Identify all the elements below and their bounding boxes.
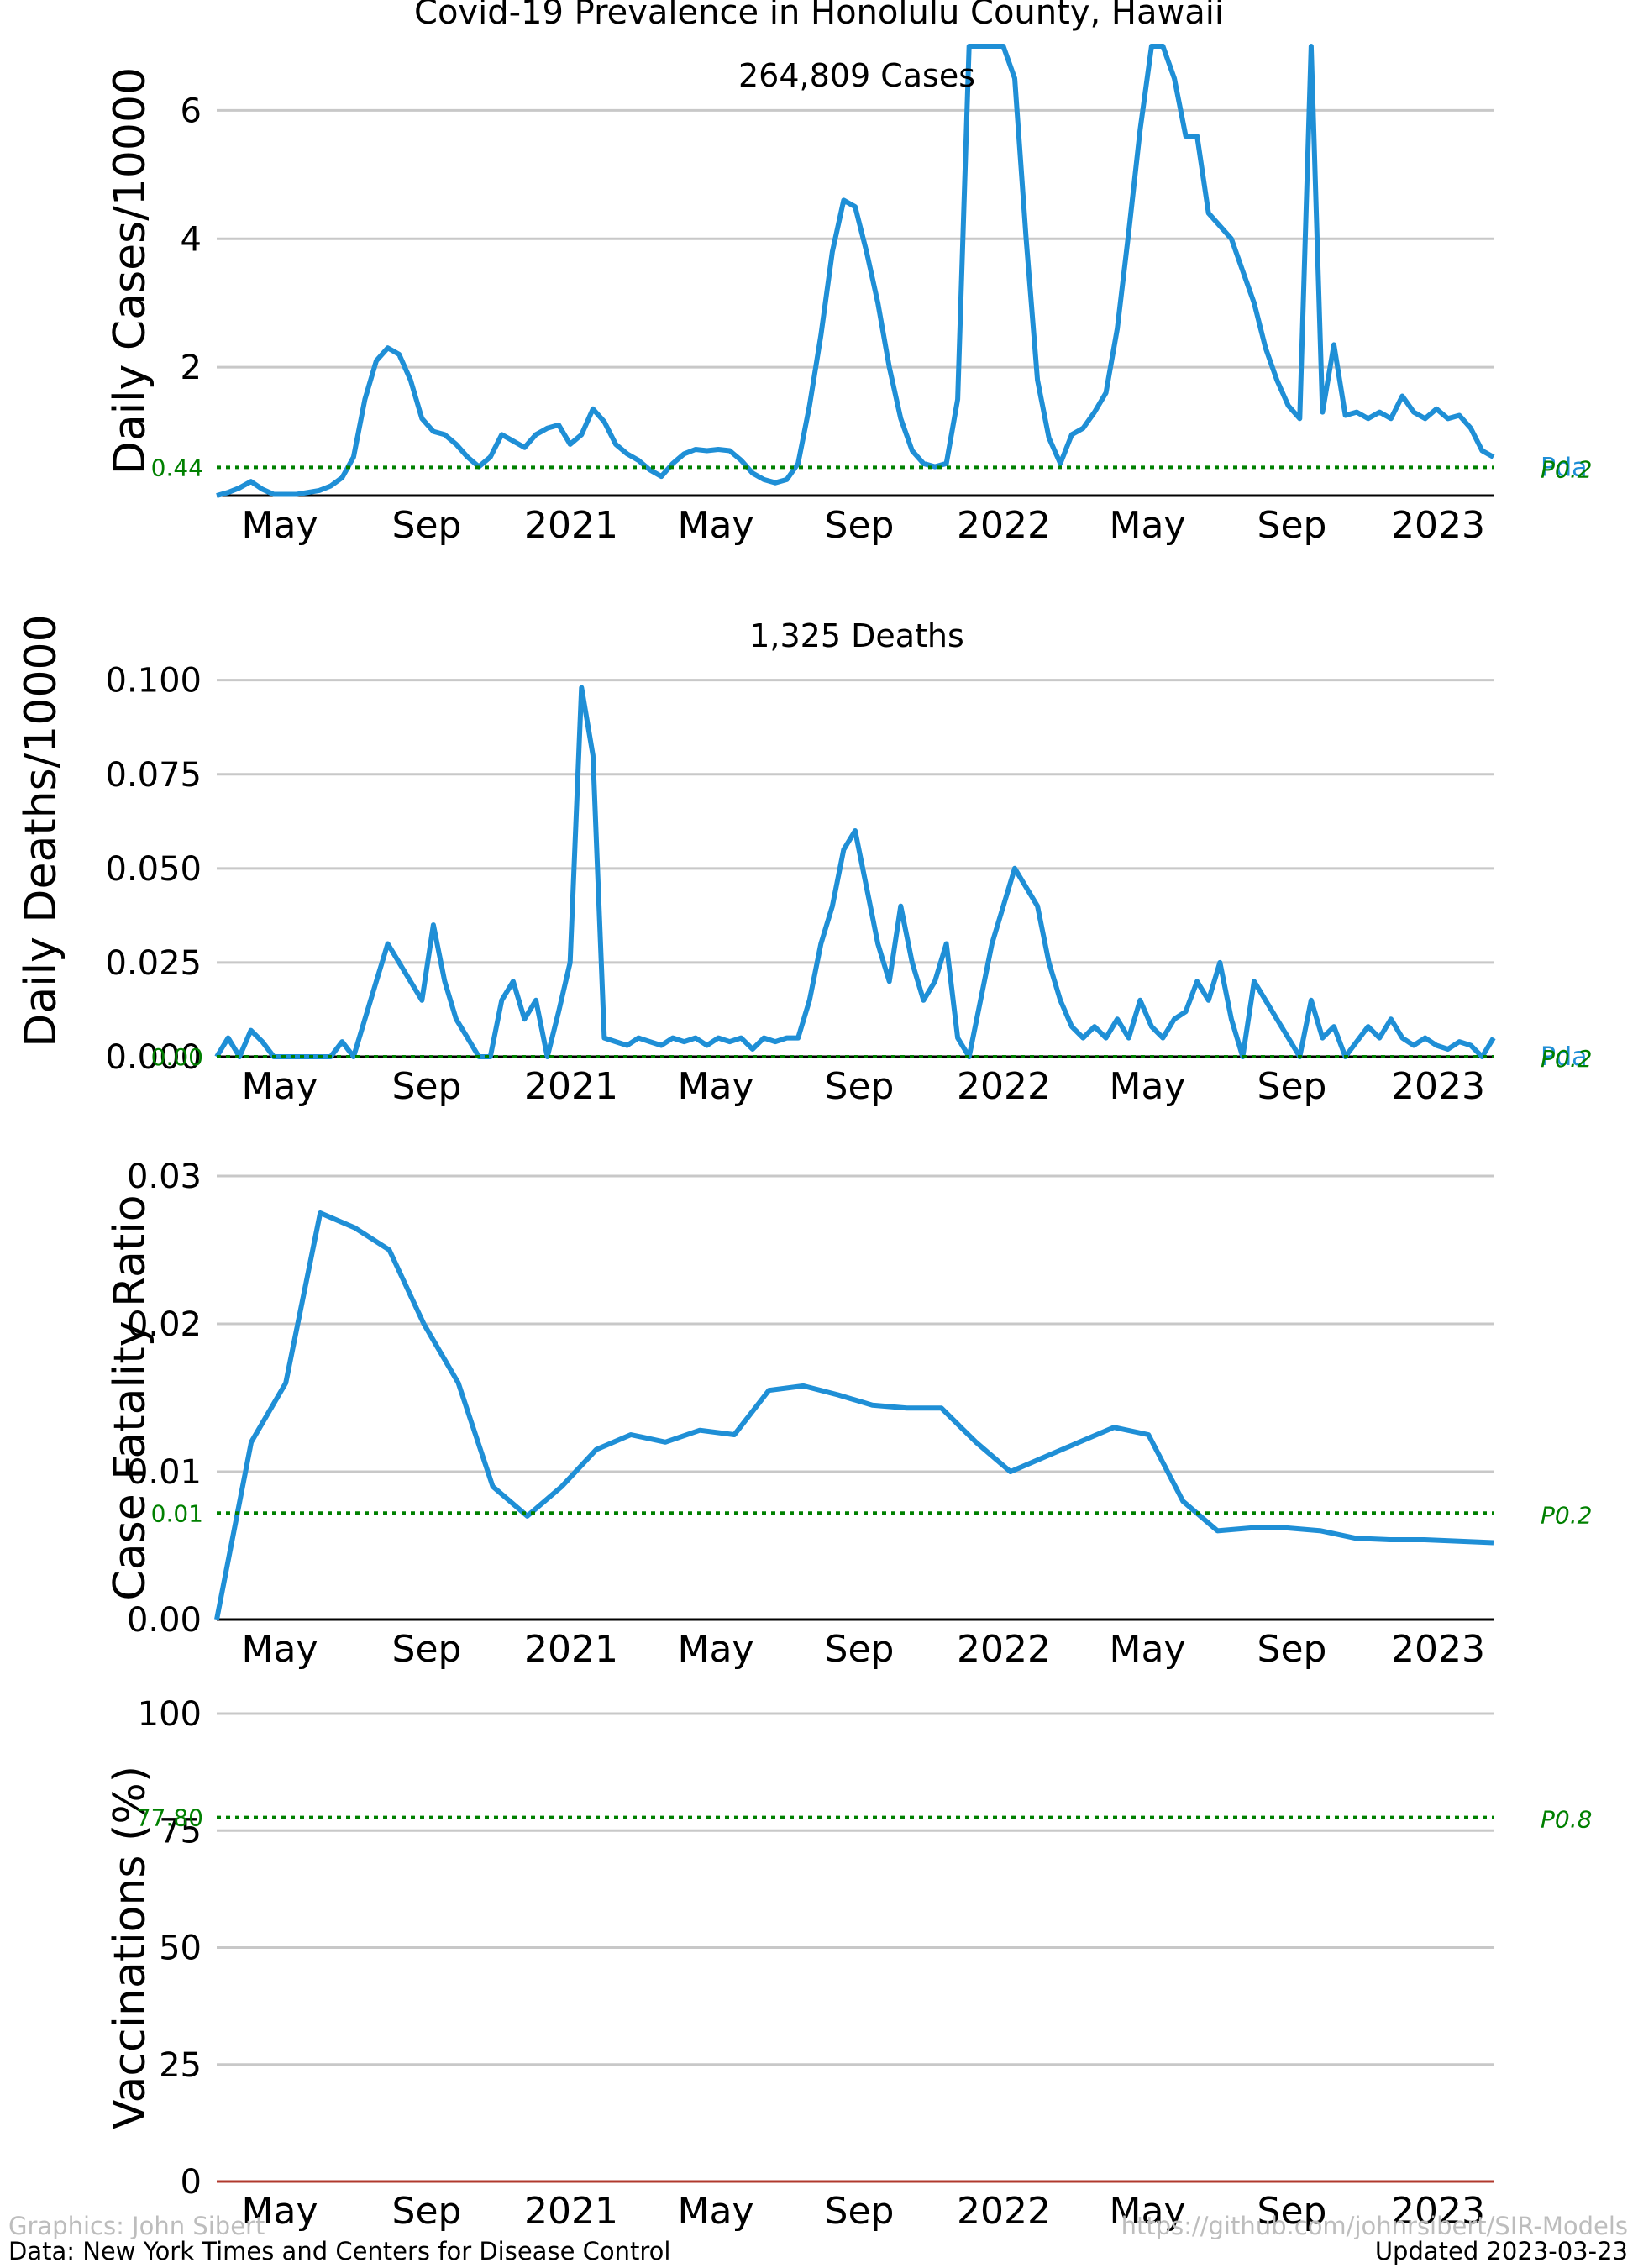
- x-tick-label: 2022: [957, 1628, 1051, 1671]
- x-tick-label: 2021: [524, 1628, 618, 1671]
- y-tick-label: 100: [138, 1695, 202, 1734]
- reference-tag: P0.2: [1541, 455, 1592, 483]
- x-tick-label: May: [678, 2190, 754, 2233]
- y-tick-label: 0.100: [105, 662, 202, 701]
- y-tick-label: 0.03: [127, 1158, 202, 1196]
- x-tick-label: 2023: [1391, 2190, 1485, 2233]
- footer-updated: Updated 2023-03-23: [1374, 2237, 1628, 2265]
- footer-source-url[interactable]: https://github.com/johnrsibert/SIR-Model…: [1121, 2212, 1628, 2240]
- x-tick-label: Sep: [1257, 2190, 1327, 2233]
- y-tick-label: 25: [159, 2046, 202, 2085]
- footer-data-credit: Data: New York Times and Centers for Dis…: [8, 2237, 671, 2265]
- y-axis-label: Case Fatality Ratio: [105, 1194, 155, 1600]
- y-tick-label: 0.050: [105, 850, 202, 889]
- y-tick-label: 0.02: [127, 1305, 202, 1344]
- y-axis-label: Daily Cases/10000: [105, 67, 155, 475]
- x-tick-label: Sep: [825, 504, 895, 547]
- total-annotation: 264,809 Cases: [738, 57, 975, 94]
- y-tick-label: 4: [181, 220, 202, 259]
- x-tick-label: May: [1110, 2190, 1186, 2233]
- y-tick-label: 0.000: [105, 1038, 202, 1077]
- x-tick-label: May: [678, 504, 754, 547]
- y-tick-label: 0.025: [105, 944, 202, 983]
- x-tick-label: Sep: [825, 1065, 895, 1108]
- x-tick-label: May: [1110, 504, 1186, 547]
- reference-tag-secondary: Pda: [1541, 1042, 1588, 1072]
- x-tick-label: 2023: [1391, 504, 1485, 547]
- x-tick-label: May: [1110, 1628, 1186, 1671]
- x-tick-label: 2021: [524, 2190, 618, 2233]
- x-tick-label: Sep: [1257, 504, 1327, 547]
- footer-graphics-credit: Graphics: John Sibert: [8, 2212, 265, 2240]
- reference-tag: P0.2: [1541, 1045, 1592, 1073]
- y-tick-label: 2: [181, 349, 202, 387]
- x-tick-label: May: [678, 1628, 754, 1671]
- reference-tag-secondary: Pda: [1541, 453, 1588, 482]
- y-tick-label: 0: [181, 2163, 202, 2202]
- reference-value-label: 0.00: [151, 1043, 203, 1071]
- total-annotation: 1,325 Deaths: [749, 617, 964, 654]
- x-tick-label: May: [1110, 1065, 1186, 1108]
- y-tick-label: 50: [159, 1929, 202, 1968]
- x-tick-label: May: [242, 2190, 318, 2233]
- series-line: [216, 44, 1495, 498]
- y-tick-label: 0.075: [105, 756, 202, 795]
- reference-value-label: 0.01: [151, 1499, 203, 1527]
- x-tick-label: 2023: [1391, 1065, 1485, 1108]
- x-tick-label: 2022: [957, 2190, 1051, 2233]
- y-tick-label: 0.00: [127, 1601, 202, 1640]
- y-tick-label: 6: [181, 92, 202, 130]
- x-tick-label: Sep: [392, 2190, 462, 2233]
- figure-title: Covid-19 Prevalence in Honolulu County, …: [414, 0, 1224, 32]
- x-tick-label: Sep: [825, 1628, 895, 1671]
- y-axis-label: Vaccinations (%): [105, 1766, 155, 2129]
- x-tick-label: Sep: [1257, 1065, 1327, 1108]
- x-tick-label: 2022: [957, 504, 1051, 547]
- reference-tag: P0.8: [1541, 1806, 1592, 1834]
- reference-value-label: 77.80: [136, 1804, 203, 1832]
- x-tick-label: Sep: [825, 2190, 895, 2233]
- series-line: [214, 685, 1496, 1059]
- x-tick-label: 2021: [524, 504, 618, 547]
- x-tick-label: May: [242, 1628, 318, 1671]
- y-tick-label: 75: [159, 1812, 202, 1851]
- x-tick-label: 2022: [957, 1065, 1051, 1108]
- reference-value-label: 0.44: [151, 454, 203, 481]
- x-tick-label: May: [242, 1065, 318, 1108]
- x-tick-label: 2023: [1391, 1628, 1485, 1671]
- x-tick-label: 2021: [524, 1065, 618, 1108]
- x-tick-label: Sep: [392, 1628, 462, 1671]
- x-tick-label: Sep: [1257, 1628, 1327, 1671]
- x-tick-label: May: [242, 504, 318, 547]
- reference-tag: P0.2: [1541, 1501, 1592, 1529]
- x-tick-label: Sep: [392, 504, 462, 547]
- y-axis-label: Daily Deaths/10000: [16, 614, 66, 1047]
- x-tick-label: Sep: [392, 1065, 462, 1108]
- y-tick-label: 0.01: [127, 1453, 202, 1492]
- series-line: [214, 1210, 1494, 1620]
- x-tick-label: May: [678, 1065, 754, 1108]
